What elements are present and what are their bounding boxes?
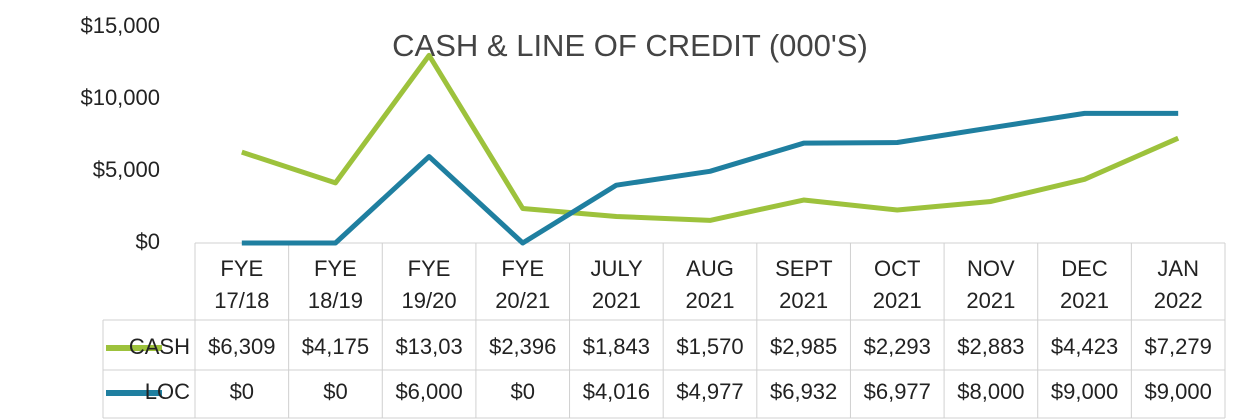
x-tick-label: SEPT 2021: [775, 256, 833, 313]
data-label: $4,423: [1051, 334, 1118, 359]
series-line: [241, 52, 1180, 223]
x-tick-label: NOV 2021: [966, 256, 1016, 313]
x-tick-label: DEC 2021: [1060, 256, 1109, 313]
x-category: AUG 2021: [685, 256, 735, 313]
data-label: $2,293: [864, 334, 931, 359]
data-label: $0: [323, 379, 347, 404]
series-line: [241, 110, 1179, 246]
x-tick-label: JAN 2022: [1153, 256, 1203, 313]
data-label: $2,396: [489, 334, 556, 359]
data-label: $9,000: [1145, 379, 1212, 404]
x-category: FYE 18/19: [307, 256, 363, 313]
legend-label: CASH: [129, 334, 190, 359]
x-tick-label: AUG 2021: [685, 256, 735, 313]
y-tick-label: $10,000: [80, 85, 160, 110]
y-tick-label: $0: [136, 229, 160, 254]
x-category: FYE 20/21: [495, 256, 551, 313]
data-label: $6,309: [208, 334, 275, 359]
x-category: OCT 2021: [872, 256, 922, 313]
data-label: $4,016: [583, 379, 650, 404]
x-category: NOV 2021: [966, 256, 1016, 313]
data-label: $2,883: [957, 334, 1024, 359]
data-label: $4,175: [302, 334, 369, 359]
x-tick-label: FYE 18/19: [307, 256, 363, 313]
data-label: $6,000: [395, 379, 462, 404]
data-label: $1,570: [676, 334, 743, 359]
chart-title: CASH & LINE OF CREDIT (000'S): [392, 28, 868, 63]
data-label: $4,977: [676, 379, 743, 404]
y-tick-label: $15,000: [80, 13, 160, 38]
x-tick-label: FYE 17/18: [214, 256, 270, 313]
x-tick-label: OCT 2021: [872, 256, 922, 313]
x-category: FYE 17/18: [214, 256, 270, 313]
data-label: $2,985: [770, 334, 837, 359]
data-label: $7,279: [1145, 334, 1212, 359]
x-category: JULY 2021: [590, 256, 643, 313]
y-tick-label: $5,000: [93, 157, 160, 182]
data-label: $6,932: [770, 379, 837, 404]
data-label: $13,03: [395, 334, 462, 359]
data-label: $0: [230, 379, 254, 404]
x-tick-label: FYE 20/21: [495, 256, 551, 313]
x-category: FYE 19/20: [401, 256, 457, 313]
legend-label: LOC: [145, 379, 190, 404]
x-category: SEPT 2021: [775, 256, 833, 313]
data-label: $0: [510, 379, 534, 404]
x-category: JAN 2022: [1153, 256, 1203, 313]
x-tick-label: FYE 19/20: [401, 256, 457, 313]
data-label: $6,977: [864, 379, 931, 404]
x-tick-label: JULY 2021: [590, 256, 643, 313]
data-label: $8,000: [957, 379, 1024, 404]
data-label: $9,000: [1051, 379, 1118, 404]
x-category: DEC 2021: [1060, 256, 1109, 313]
data-label: $1,843: [583, 334, 650, 359]
